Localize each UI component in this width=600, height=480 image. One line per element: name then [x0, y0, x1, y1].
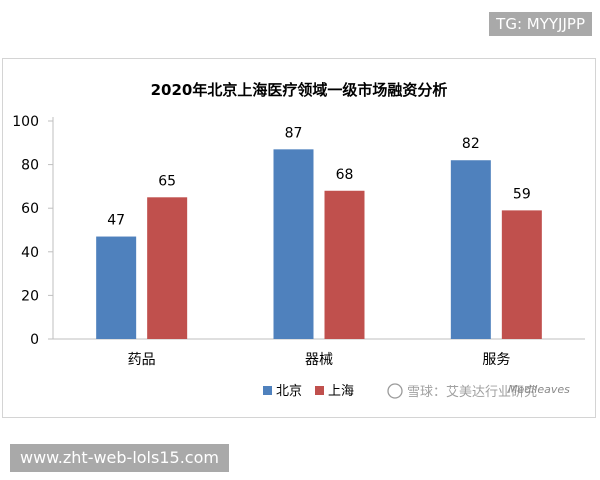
data-label: 82 — [462, 136, 480, 152]
legend-label: 上海 — [328, 384, 354, 399]
data-label: 65 — [158, 173, 176, 189]
x-tick-label: 服务 — [482, 352, 510, 368]
bar-上海-服务 — [501, 210, 542, 339]
x-tick-label: 药品 — [128, 352, 156, 368]
url-watermark-tag: www.zht-web-lols15.com — [10, 444, 229, 472]
y-axis: 0 20 40 60 80 100 — [12, 114, 54, 348]
y-tick-label: 80 — [21, 158, 39, 174]
legend-swatch — [263, 386, 272, 395]
legend-swatch — [315, 386, 324, 395]
bar-北京-药品 — [96, 236, 137, 339]
y-tick-label: 100 — [12, 114, 39, 130]
x-axis: 药品 器械 服务 — [53, 338, 585, 368]
x-tick-label: 器械 — [305, 352, 333, 368]
y-tick-label: 0 — [30, 332, 39, 348]
bar-上海-药品 — [147, 197, 188, 339]
chart-title: 2020年北京上海医疗领域一级市场融资分析 — [151, 81, 448, 99]
legend-label: 北京 — [276, 384, 302, 399]
y-tick-label: 20 — [21, 288, 39, 304]
watermark-brand: Medileaves — [508, 383, 570, 396]
chart-legend: 北京 上海 — [263, 384, 354, 399]
data-label: 59 — [513, 186, 531, 202]
bar-chart: 2020年北京上海医疗领域一级市场融资分析 0 20 40 60 80 100 药品 器械 服… — [12, 81, 585, 400]
bar-北京-服务 — [450, 160, 491, 339]
chart-frame: 2020年北京上海医疗领域一级市场融资分析 0 20 40 60 80 100 药品 器械 服… — [2, 58, 596, 418]
bars — [96, 149, 542, 339]
bar-上海-器械 — [324, 190, 365, 339]
data-label: 68 — [336, 167, 354, 183]
bar-北京-器械 — [273, 149, 314, 339]
data-labels: 47 65 87 68 82 59 — [107, 125, 530, 228]
watermark-text: 雪球：艾美达行业研究 — [407, 385, 537, 400]
data-label: 87 — [285, 125, 303, 141]
y-tick-label: 40 — [21, 245, 39, 261]
tg-watermark-tag: TG: MYYJJPP — [489, 12, 592, 36]
y-tick-label: 60 — [21, 201, 39, 217]
data-label: 47 — [107, 213, 125, 229]
snowball-logo-icon — [387, 383, 403, 399]
